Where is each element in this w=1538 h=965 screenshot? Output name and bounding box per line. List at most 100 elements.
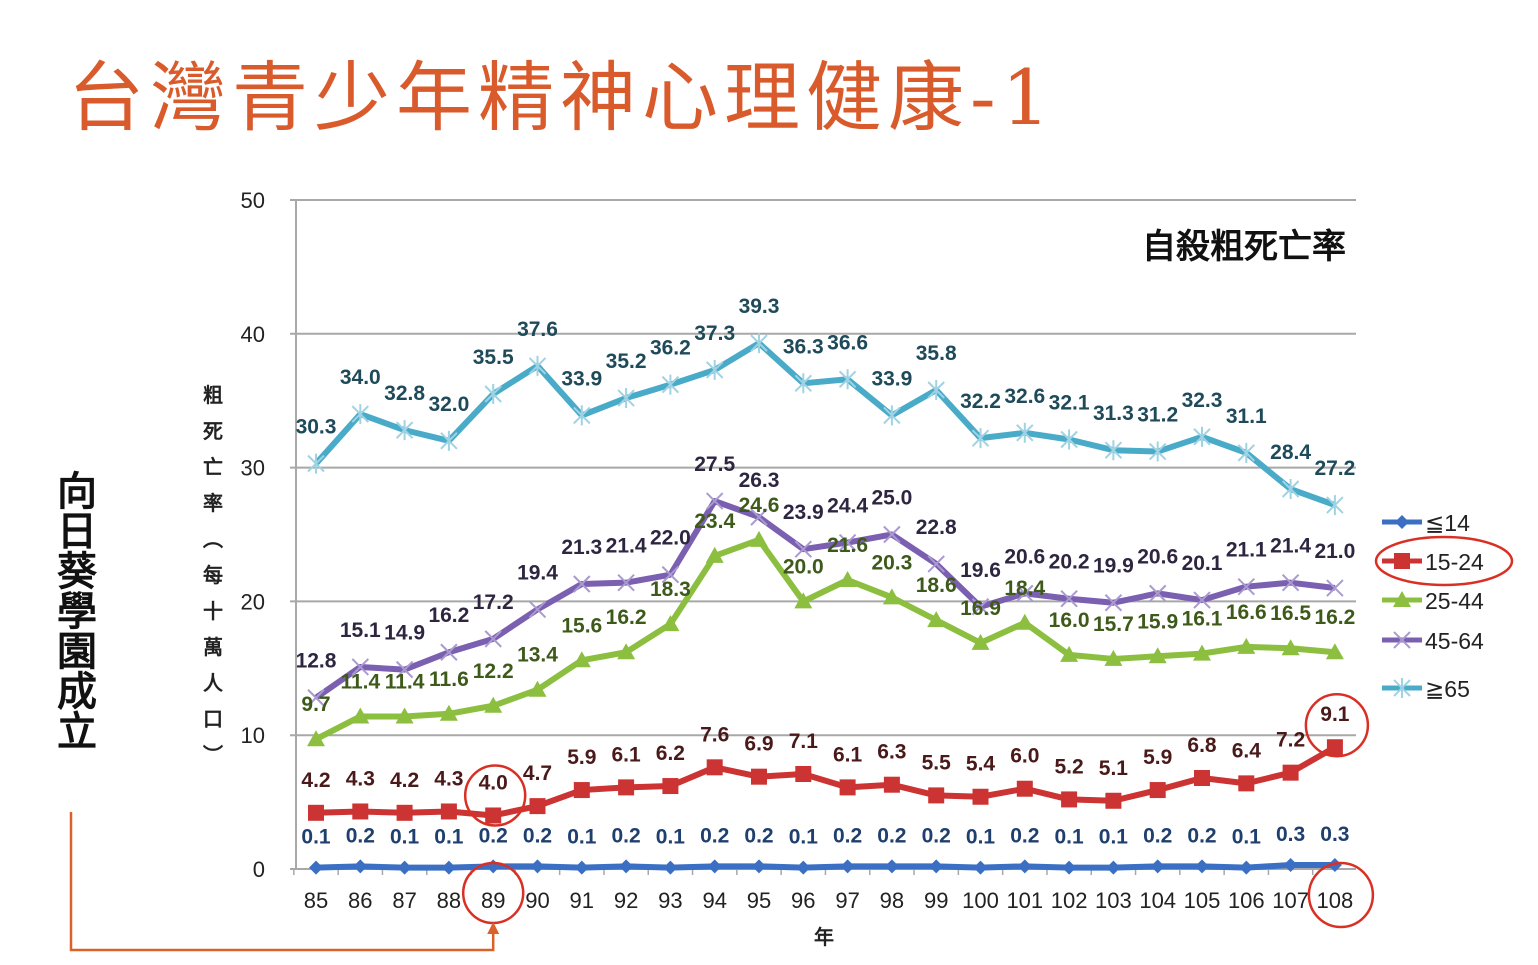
data-point-marker xyxy=(794,540,813,558)
data-point-marker xyxy=(1393,591,1411,607)
data-point-marker xyxy=(1150,859,1165,874)
data-point-marker xyxy=(395,707,414,724)
data-label: 0.2 xyxy=(1187,824,1216,847)
data-label: 4.2 xyxy=(301,769,330,792)
data-label: 20.2 xyxy=(1049,551,1090,574)
data-label: 5.9 xyxy=(1143,746,1172,769)
y-axis-title-char: 口 xyxy=(203,707,223,731)
data-point-marker xyxy=(529,798,546,815)
data-label: 5.1 xyxy=(1099,757,1129,780)
side-note: 向日葵學園成立 xyxy=(50,470,97,750)
data-label: 0.2 xyxy=(744,824,773,847)
data-label: 0.1 xyxy=(789,826,819,849)
data-label: 32.1 xyxy=(1049,392,1090,415)
data-point-marker xyxy=(1106,860,1121,875)
x-tick-label: 94 xyxy=(702,888,726,913)
x-tick-label: 98 xyxy=(880,888,904,913)
data-label: 4.0 xyxy=(479,771,508,794)
y-axis-title-char: 十 xyxy=(203,599,223,623)
data-point-marker xyxy=(1149,782,1166,799)
data-label: 32.0 xyxy=(428,393,469,416)
data-point-marker xyxy=(661,374,680,395)
data-label: 0.2 xyxy=(479,824,508,847)
series-lines xyxy=(307,333,1344,875)
data-label: 31.3 xyxy=(1093,402,1134,425)
legend-label: 15-24 xyxy=(1425,549,1484,575)
data-label: 5.9 xyxy=(567,746,596,769)
x-axis-title: 年 xyxy=(814,925,834,949)
data-point-marker xyxy=(1016,780,1033,797)
data-label: 4.3 xyxy=(346,767,375,790)
data-label: 33.9 xyxy=(871,367,912,390)
data-point-marker xyxy=(307,453,325,474)
data-point-marker xyxy=(484,630,502,648)
data-point-marker xyxy=(1148,647,1167,664)
data-label: 0.1 xyxy=(567,826,597,849)
data-point-marker xyxy=(397,860,412,875)
data-point-marker xyxy=(707,859,722,874)
data-label: 0.2 xyxy=(833,824,862,847)
data-label: 25.0 xyxy=(871,487,912,510)
data-label: 6.1 xyxy=(611,743,641,766)
data-label: 39.3 xyxy=(739,295,780,318)
data-point-marker xyxy=(351,404,370,425)
x-tick-label: 87 xyxy=(392,888,416,913)
data-point-marker xyxy=(882,588,901,605)
data-point-marker xyxy=(484,696,503,713)
data-point-marker xyxy=(1195,859,1209,874)
data-point-marker xyxy=(661,565,680,584)
y-axis-title-char: 人 xyxy=(203,671,224,695)
series-45-64 xyxy=(307,492,1344,707)
data-point-marker xyxy=(1016,422,1034,443)
data-label: 12.8 xyxy=(296,650,337,673)
data-label: 6.3 xyxy=(877,741,906,764)
data-label: 0.1 xyxy=(1232,826,1262,849)
data-label: 23.4 xyxy=(694,510,735,533)
data-point-marker xyxy=(530,859,545,874)
legend-item: 15-24 xyxy=(1382,549,1484,575)
x-tick-label: 89 xyxy=(481,888,505,913)
highlight-circle-89-value xyxy=(463,764,527,827)
data-point-marker xyxy=(308,804,324,821)
data-point-marker xyxy=(1281,479,1300,500)
data-label: 22.8 xyxy=(916,516,957,539)
data-point-marker xyxy=(927,611,946,628)
data-point-marker xyxy=(838,369,857,390)
data-point-marker xyxy=(1238,775,1255,792)
data-label: 22.0 xyxy=(650,527,691,550)
data-point-marker xyxy=(395,420,414,441)
data-label: 6.4 xyxy=(1232,739,1262,762)
data-label: 6.1 xyxy=(833,743,863,766)
data-point-marker xyxy=(796,860,811,875)
data-label: 35.2 xyxy=(606,350,647,373)
series-line xyxy=(314,498,1336,701)
data-point-marker xyxy=(1016,584,1034,603)
data-point-marker xyxy=(1148,584,1167,603)
data-point-marker xyxy=(1104,440,1123,461)
data-point-marker xyxy=(1237,577,1256,596)
data-point-marker xyxy=(663,860,678,875)
data-label: 21.0 xyxy=(1314,540,1355,563)
y-axis-title-char: ︶ xyxy=(203,743,223,767)
data-point-marker xyxy=(440,643,458,661)
data-label: 15.1 xyxy=(340,619,381,642)
data-label: 16.1 xyxy=(1182,608,1223,631)
data-point-marker xyxy=(528,355,547,376)
data-label: 0.2 xyxy=(700,824,729,847)
data-label: 5.4 xyxy=(966,753,996,776)
y-tick-label: 0 xyxy=(253,857,265,882)
data-point-marker xyxy=(751,768,767,785)
data-label: 6.0 xyxy=(1010,745,1039,768)
data-label: 28.4 xyxy=(1270,441,1311,464)
x-tick-label: 103 xyxy=(1095,888,1132,913)
data-label: 16.0 xyxy=(1049,609,1090,632)
data-point-marker xyxy=(661,615,680,632)
y-tick-label: 50 xyxy=(241,188,265,213)
data-label: 30.3 xyxy=(296,416,337,439)
data-labels: 0.1 0.2 0.1 0.1 0.2 0.2 0.1 0.2 0.1 0.2 0.2 0.1 0.2 0… xyxy=(296,295,1356,848)
data-label: 31.1 xyxy=(1226,405,1267,428)
series-15-24 xyxy=(308,739,1343,824)
y-axis-title-char: 每 xyxy=(203,563,223,587)
chart-title: 自殺粗死亡率 xyxy=(1142,227,1346,267)
